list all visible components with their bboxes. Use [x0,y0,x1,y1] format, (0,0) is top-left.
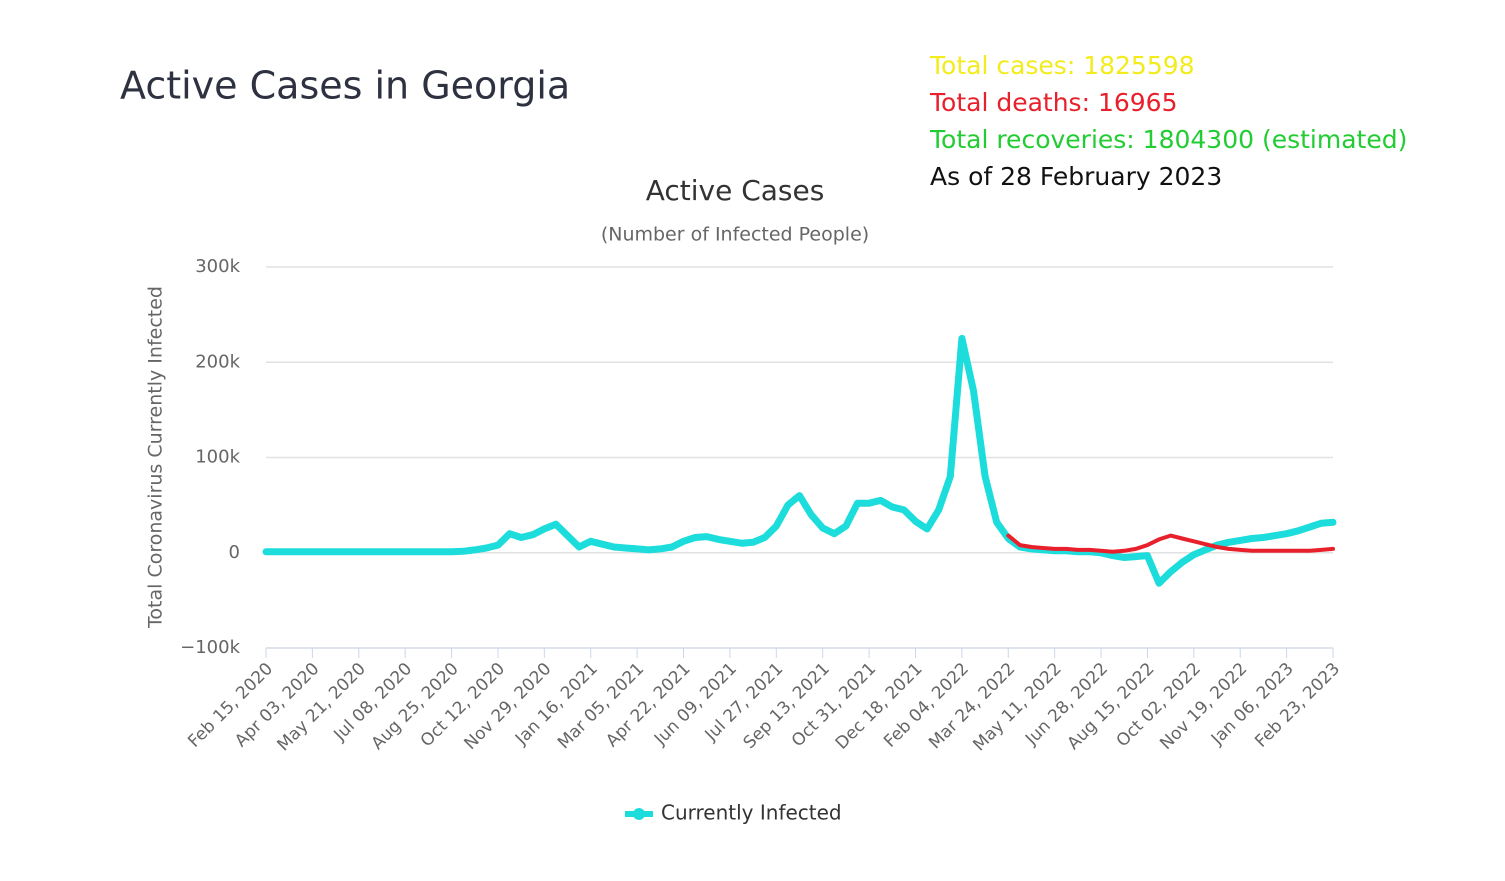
legend-label: Currently Infected [661,801,842,825]
annotation: As of 28 February 2023 [930,162,1222,191]
legend-marker [633,808,645,820]
y-tick-label: 100k [195,447,240,468]
chart-title: Active Cases [646,174,825,207]
y-tick-label: 200k [195,351,240,372]
y-tick-label: −100k [180,637,240,658]
series-line [1006,533,1335,554]
annotation: Total cases: 1825598 [929,51,1195,80]
y-tick-label: 0 [229,542,240,563]
page-heading: Active Cases in Georgia [120,64,570,108]
annotation: Total recoveries: 1804300 (estimated) [929,125,1407,154]
y-tick-label: 300k [195,256,240,277]
annotation: Total deaths: 16965 [929,88,1177,117]
series-line [262,334,1337,587]
chart-subtitle: (Number of Infected People) [601,224,869,246]
y-axis-label: Total Coronavirus Currently Infected [145,286,167,629]
